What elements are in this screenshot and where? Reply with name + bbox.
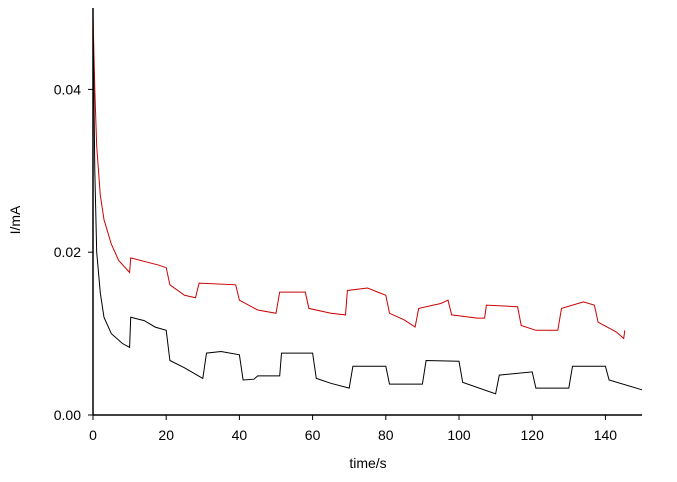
x-tick-label: 0 <box>89 427 97 443</box>
x-tick-label: 120 <box>521 427 545 443</box>
x-tick-label: 40 <box>232 427 248 443</box>
y-axis-label: I/mA <box>7 205 23 234</box>
x-tick-label: 80 <box>378 427 394 443</box>
series-line <box>92 16 643 395</box>
y-tick-label: 0.04 <box>54 81 81 97</box>
y-tick-label: 0.00 <box>54 407 81 423</box>
x-tick-label: 100 <box>447 427 471 443</box>
x-axis-label: time/s <box>349 455 386 471</box>
y-tick-label: 0.02 <box>54 244 81 260</box>
x-tick-label: 20 <box>158 427 174 443</box>
x-tick-label: 60 <box>305 427 321 443</box>
x-tick-label: 140 <box>594 427 618 443</box>
series-line <box>92 16 626 340</box>
